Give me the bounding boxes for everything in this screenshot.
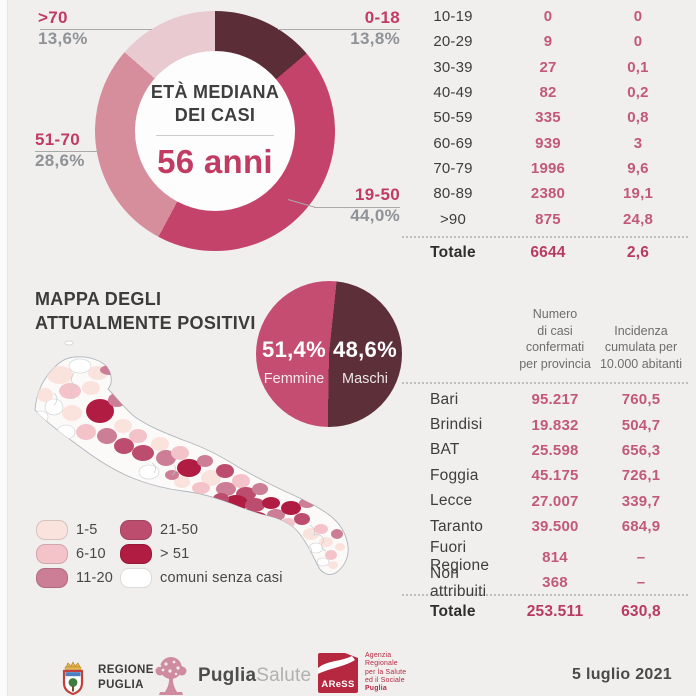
aress-description: Agenzia Regionale per la Salute ed il So…: [365, 652, 407, 693]
median-age-value: 56 anni: [157, 143, 273, 180]
table-row: >90 875 24,8: [439, 210, 653, 228]
age-donut: ETÀ MEDIANA DEI CASI 56 anni: [95, 11, 335, 251]
page-left-margin: [0, 0, 8, 696]
pie-segment-maschi: 48,6% Maschi: [332, 337, 398, 387]
table-separator: [402, 235, 688, 238]
label-line-19-50: [314, 207, 400, 208]
label-line-gt70: [40, 29, 152, 30]
legend-item: comuni senza casi: [120, 568, 283, 588]
table-row: 80-89 2380 19,1: [433, 185, 653, 203]
report-date: 5 luglio 2021: [572, 666, 672, 683]
province-table-header: Numero di casi confermati per provincia …: [402, 306, 688, 378]
puglia-salute-logo: PugliaSalute: [152, 655, 311, 696]
table-row: 30-39 27 0,1: [433, 58, 649, 76]
map-title-line2: ATTUALMENTE POSITIVI: [35, 312, 256, 333]
legend-item: 6-10: [36, 544, 120, 564]
regione-puglia-label: REGIONE PUGLIA: [98, 664, 154, 691]
map-title: MAPPA DEGLI ATTUALMENTE POSITIVI: [35, 288, 256, 336]
slice-pct: 28,6%: [35, 151, 85, 171]
label-line-51-70: [35, 151, 99, 152]
donut-title-line1: ETÀ MEDIANA: [150, 82, 280, 102]
femmine-pct: 51,4%: [262, 337, 326, 362]
puglia-choropleth-map: [34, 340, 349, 575]
maschi-label: Maschi: [342, 371, 388, 387]
table-separator: [402, 382, 688, 384]
legend-item: > 51: [120, 544, 283, 564]
aress-logo: AReSS Agenzia Regionale per la Salute ed…: [318, 652, 406, 693]
legend-item: 11-20: [36, 568, 120, 588]
legend-swatch: [120, 568, 152, 588]
donut-label-0-18: 0-18 13,8%: [300, 7, 400, 50]
table-row: Foggia 45.175 726,1: [430, 466, 661, 485]
table-row: Taranto 39.500 684,9: [430, 517, 661, 536]
table-row: Brindisi 19.832 504,7: [430, 416, 661, 434]
table-row: Bari 95.217 760,5: [430, 390, 661, 409]
table-row: 70-79 1996 9,6: [433, 159, 649, 177]
aress-acronym: AReSS: [321, 678, 355, 690]
pie-segment-femmine: 51,4% Femmine: [258, 337, 330, 387]
legend-swatch: [120, 544, 152, 564]
regione-puglia-crest-icon: [62, 661, 84, 696]
age-table: 10-19 0 0 20-29 9 0 30-39 27 0,1 40-49 82 0,2 50…: [402, 4, 688, 266]
label-line-0-18: [278, 29, 400, 30]
legend-item: 21-50: [120, 520, 283, 540]
gender-pie: 51,4% Femmine 48,6% Maschi: [256, 281, 402, 427]
municipality-patches: [35, 358, 345, 569]
table-row: 20-29 9 0: [433, 33, 643, 51]
slice-name: 19-50: [355, 185, 400, 204]
table-row: 60-69 939 3: [433, 134, 643, 152]
table-row: BAT 25.598 656,3: [430, 441, 661, 459]
table-total-row: Totale 6644 2,6: [430, 244, 650, 262]
slice-pct: 44,0%: [350, 206, 400, 226]
donut-label-gt70: >70 13,6%: [38, 7, 88, 50]
table-row: 50-59 335 0,8: [433, 109, 649, 127]
slice-pct: 13,8%: [350, 29, 400, 49]
donut-title-line2: DEI CASI: [174, 104, 256, 125]
col1-header: Numero di casi confermati per provincia: [519, 307, 591, 371]
table-row: Lecce 27.007 339,7: [430, 492, 661, 510]
femmine-label: Femmine: [263, 371, 325, 387]
donut-label-19-50: 19-50 44,0%: [310, 184, 400, 227]
regione-puglia-logo: REGIONE PUGLIA: [58, 660, 154, 696]
legend-swatch: [36, 520, 68, 540]
table-row: 40-49 82 0,2: [433, 84, 649, 102]
donut-divider: [156, 135, 274, 136]
col2-header: Incidenza cumulata per 10.000 abitanti: [599, 323, 682, 371]
table-row: 10-19 0 0: [433, 8, 643, 26]
puglia-salute-label: PugliaSalute: [198, 665, 312, 686]
slice-name: 0-18: [364, 8, 400, 27]
aress-mark: AReSS: [318, 652, 358, 693]
legend-swatch: [36, 544, 68, 564]
province-table: Numero di casi confermati per provincia …: [402, 306, 688, 625]
slice-name: 51-70: [35, 130, 80, 149]
table-row: Fuori Regione 814–: [430, 539, 646, 575]
donut-center-title: ETÀ MEDIANA DEI CASI: [151, 81, 279, 126]
legend-swatch: [120, 520, 152, 540]
table-row: Non attribuiti 368–: [430, 564, 646, 600]
maschi-pct: 48,6%: [333, 337, 397, 362]
map-legend: 1-5 21-50 6-10 > 51 11-20 comuni senza c…: [36, 520, 283, 588]
table-separator: [402, 594, 688, 597]
legend-swatch: [36, 568, 68, 588]
tremiti-islands: [64, 340, 74, 346]
map-title-line1: MAPPA DEGLI: [35, 289, 162, 309]
slice-pct: 13,6%: [38, 29, 88, 49]
aress-square-icon: [318, 652, 358, 693]
table-total-row: Totale 253.511 630,8: [430, 602, 661, 620]
donut-label-51-70: 51-70 28,6%: [35, 129, 85, 172]
age-donut-center: ETÀ MEDIANA DEI CASI 56 anni: [135, 51, 295, 211]
slice-name: >70: [38, 8, 68, 27]
legend-item: 1-5: [36, 520, 120, 540]
olive-tree-icon: [155, 657, 187, 695]
